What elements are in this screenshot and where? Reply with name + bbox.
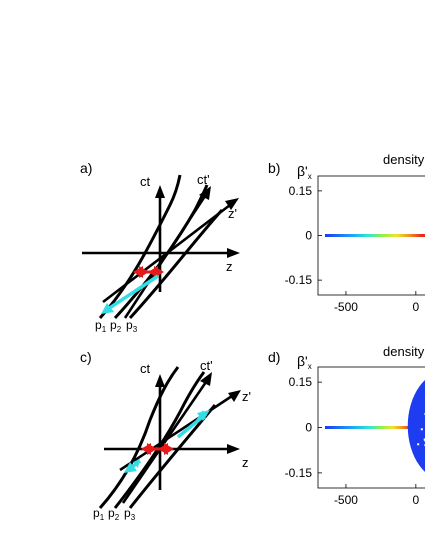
ticks: 0.15 0 -0.15 -500 0 (285, 184, 420, 314)
z-prime-axis-arrowhead (228, 390, 241, 402)
z-axis-arrowhead (227, 248, 240, 258)
p1-label: p1 (95, 318, 107, 334)
cyan-arrow-upper (176, 410, 210, 439)
ct-prime-axis (121, 381, 208, 504)
density-line-series (324, 234, 425, 237)
z-prime-label: z' (228, 206, 237, 221)
y-tick-label: 0.15 (289, 375, 313, 389)
cyan-arrow-lower (124, 459, 142, 473)
plot-title: density (383, 344, 425, 359)
cyan-double-arrow (101, 274, 159, 314)
density-blob (407, 379, 425, 473)
data-marks (324, 379, 425, 473)
z-prime-axis-arrowhead (225, 198, 239, 210)
y-tick-label: 0.15 (289, 184, 313, 198)
panel-d: d) β'x density 0.15 0 -0.15 -500 0 (268, 344, 425, 507)
ct-label: ct (140, 174, 151, 189)
p2-label: p2 (108, 506, 120, 522)
data-marks (324, 234, 425, 237)
panel-d-label: d) (268, 349, 280, 365)
ticks: 0.15 0 -0.15 -500 0 (285, 375, 420, 507)
density-blob-body (407, 379, 425, 473)
red-double-arrow (133, 266, 164, 278)
panel-a-label: a) (80, 160, 92, 176)
ct-axis-arrowhead (155, 374, 165, 387)
x-tick-label: 0 (413, 300, 420, 314)
worldline-p1 (98, 174, 182, 320)
y-tick-label: -0.15 (285, 273, 313, 287)
p3-label: p3 (126, 318, 138, 334)
y-tick-label: 0 (305, 229, 312, 243)
density-line-series (324, 426, 412, 429)
density-speckle (420, 428, 423, 431)
ct-label: ct (140, 361, 151, 376)
worldline-p2 (113, 371, 206, 509)
panel-c-label: c) (80, 349, 92, 365)
p2-label: p2 (110, 318, 122, 334)
panel-a: a) ct ct' z' z p1 (80, 160, 240, 334)
panel-c: c) ct (80, 349, 251, 522)
p3-label: p3 (124, 506, 136, 522)
y-tick-label: -0.15 (285, 466, 313, 480)
worldline-p1 (98, 366, 180, 509)
z-label: z (226, 259, 233, 274)
ct-prime-label: ct' (200, 358, 213, 373)
y-axis-label: β'x (297, 353, 312, 371)
worldline-p3 (128, 208, 224, 320)
ct-axis-arrowhead (155, 185, 165, 198)
x-tick-label: -500 (334, 493, 358, 507)
z-prime-label: z' (242, 389, 251, 404)
z-axis-arrowhead (227, 444, 240, 454)
plot-title: density (383, 152, 425, 167)
x-tick-label: 0 (413, 493, 420, 507)
z-label: z (242, 455, 249, 470)
p1-label: p1 (93, 506, 105, 522)
x-tick-label: -500 (334, 300, 358, 314)
panel-b: b) β'x density 0.15 0 -0.15 -500 0 (268, 152, 425, 314)
ct-prime-label: ct' (197, 172, 210, 187)
density-speckle (417, 443, 420, 446)
ct-prime-axis-arrowhead (200, 372, 212, 386)
y-tick-label: 0 (305, 421, 312, 435)
y-axis-label: β'x (297, 163, 312, 181)
red-double-arrow (141, 443, 174, 455)
panel-b-label: b) (268, 160, 280, 176)
